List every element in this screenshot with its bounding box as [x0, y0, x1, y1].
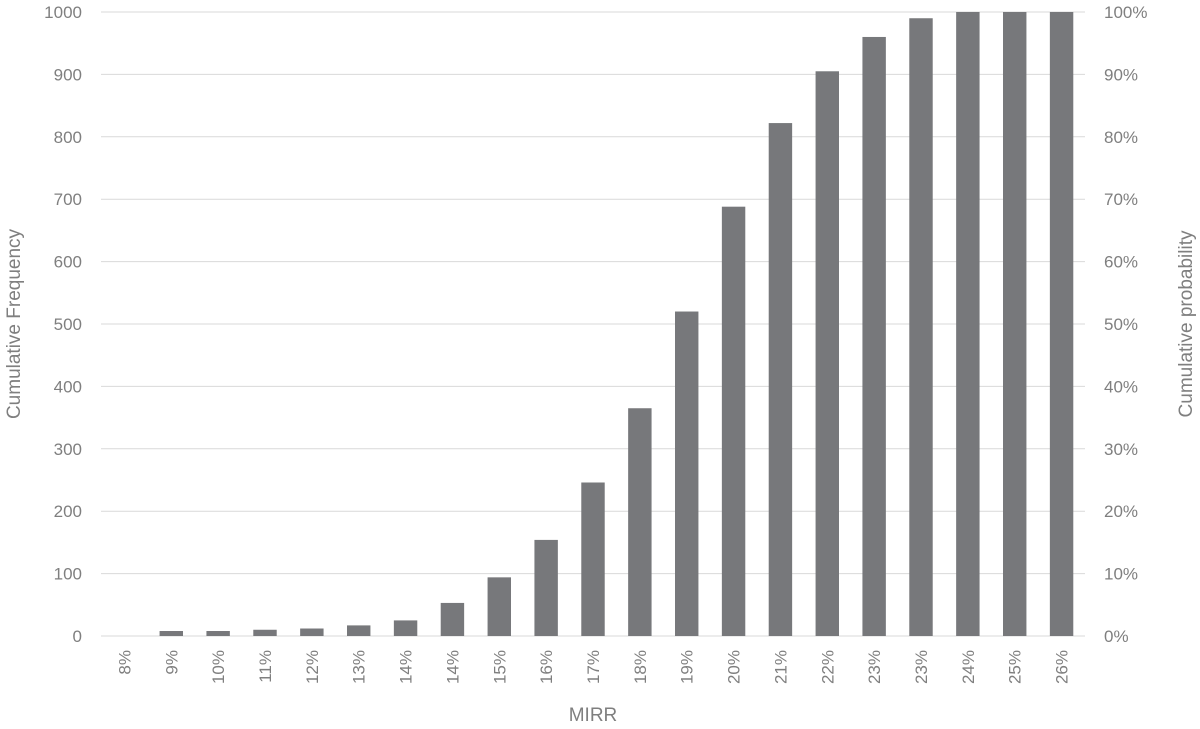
bar: [909, 18, 933, 637]
bar: [253, 629, 277, 636]
y2-tick-label: 20%: [1104, 502, 1138, 521]
x-tick-label: 14%: [397, 650, 416, 684]
y-tick-label: 500: [54, 315, 82, 334]
x-tick-label: 22%: [818, 650, 837, 684]
bar: [393, 620, 418, 636]
x-tick-label: 21%: [771, 650, 790, 684]
y-tick-label: 300: [54, 440, 82, 459]
y2-tick-label: 100%: [1104, 3, 1147, 22]
y-axis-title: Cumulative Frequency: [4, 228, 25, 419]
bar: [628, 408, 652, 636]
right-y-axis: 0% 10% 20% 30% 40% 50% 60% 70% 80% 90% 100%: [1104, 3, 1147, 646]
y2-tick-label: 60%: [1104, 253, 1138, 272]
x-tick-label: 26%: [1053, 650, 1072, 684]
x-tick-label: 23%: [865, 650, 884, 684]
bar: [1003, 12, 1027, 636]
x-axis: 8% 9% 10% 11% 12% 13% 14% 14% 15% 16% 17% 18% 19% 20%…: [115, 650, 1071, 684]
y-tick-label: 900: [54, 65, 82, 84]
x-tick-label: 11%: [256, 650, 275, 683]
bars: [159, 12, 1074, 637]
x-tick-label: 8%: [115, 650, 134, 675]
x-tick-label: 23%: [912, 650, 931, 684]
x-axis-title: MIRR: [569, 705, 618, 726]
bar: [159, 631, 183, 636]
left-y-axis: 0 100 200 300 400 500 600 700 800 900 1000: [44, 3, 82, 646]
y-tick-label: 200: [54, 502, 82, 521]
y2-tick-label: 30%: [1104, 440, 1138, 459]
bar: [300, 628, 324, 636]
y2-tick-label: 0%: [1104, 627, 1129, 646]
y-tick-label: 100: [54, 565, 82, 584]
y-tick-label: 1000: [44, 3, 82, 22]
bar: [1049, 12, 1074, 636]
bar: [721, 206, 746, 637]
bar: [487, 577, 511, 636]
y2-tick-label: 90%: [1104, 65, 1138, 84]
bar: [206, 631, 230, 636]
y-tick-label: 400: [54, 377, 82, 396]
bar: [347, 625, 371, 636]
x-tick-label: 12%: [303, 650, 322, 684]
x-tick-label: 10%: [209, 650, 228, 684]
x-tick-label: 19%: [678, 650, 697, 684]
x-tick-label: 15%: [490, 650, 509, 684]
x-tick-label: 9%: [162, 650, 181, 675]
bar: [956, 12, 980, 636]
y2-tick-label: 10%: [1104, 565, 1138, 584]
bar: [581, 482, 605, 636]
x-tick-label: 14%: [443, 650, 462, 684]
y2-tick-label: 40%: [1104, 377, 1138, 396]
x-tick-label: 17%: [584, 650, 603, 684]
x-tick-label: 16%: [537, 650, 556, 684]
x-tick-label: 13%: [350, 650, 369, 684]
x-tick-label: 20%: [725, 650, 744, 684]
y-tick-label: 600: [54, 253, 82, 272]
y-tick-label: 800: [54, 128, 82, 147]
bar: [862, 36, 886, 636]
y2-tick-label: 50%: [1104, 315, 1138, 334]
bar: [768, 123, 793, 636]
x-tick-label: 25%: [1006, 650, 1025, 684]
x-tick-label: 24%: [959, 650, 978, 684]
y2-tick-label: 70%: [1104, 190, 1138, 209]
bar: [815, 71, 839, 636]
bar: [440, 602, 465, 636]
y-tick-label: 700: [54, 190, 82, 209]
y-tick-label: 0: [73, 627, 82, 646]
bar: [675, 311, 699, 636]
bar: [534, 539, 558, 636]
y2-tick-label: 80%: [1104, 128, 1138, 147]
x-tick-label: 18%: [631, 650, 650, 684]
secondary-y-axis-title: Cumulative probability: [1176, 230, 1197, 417]
